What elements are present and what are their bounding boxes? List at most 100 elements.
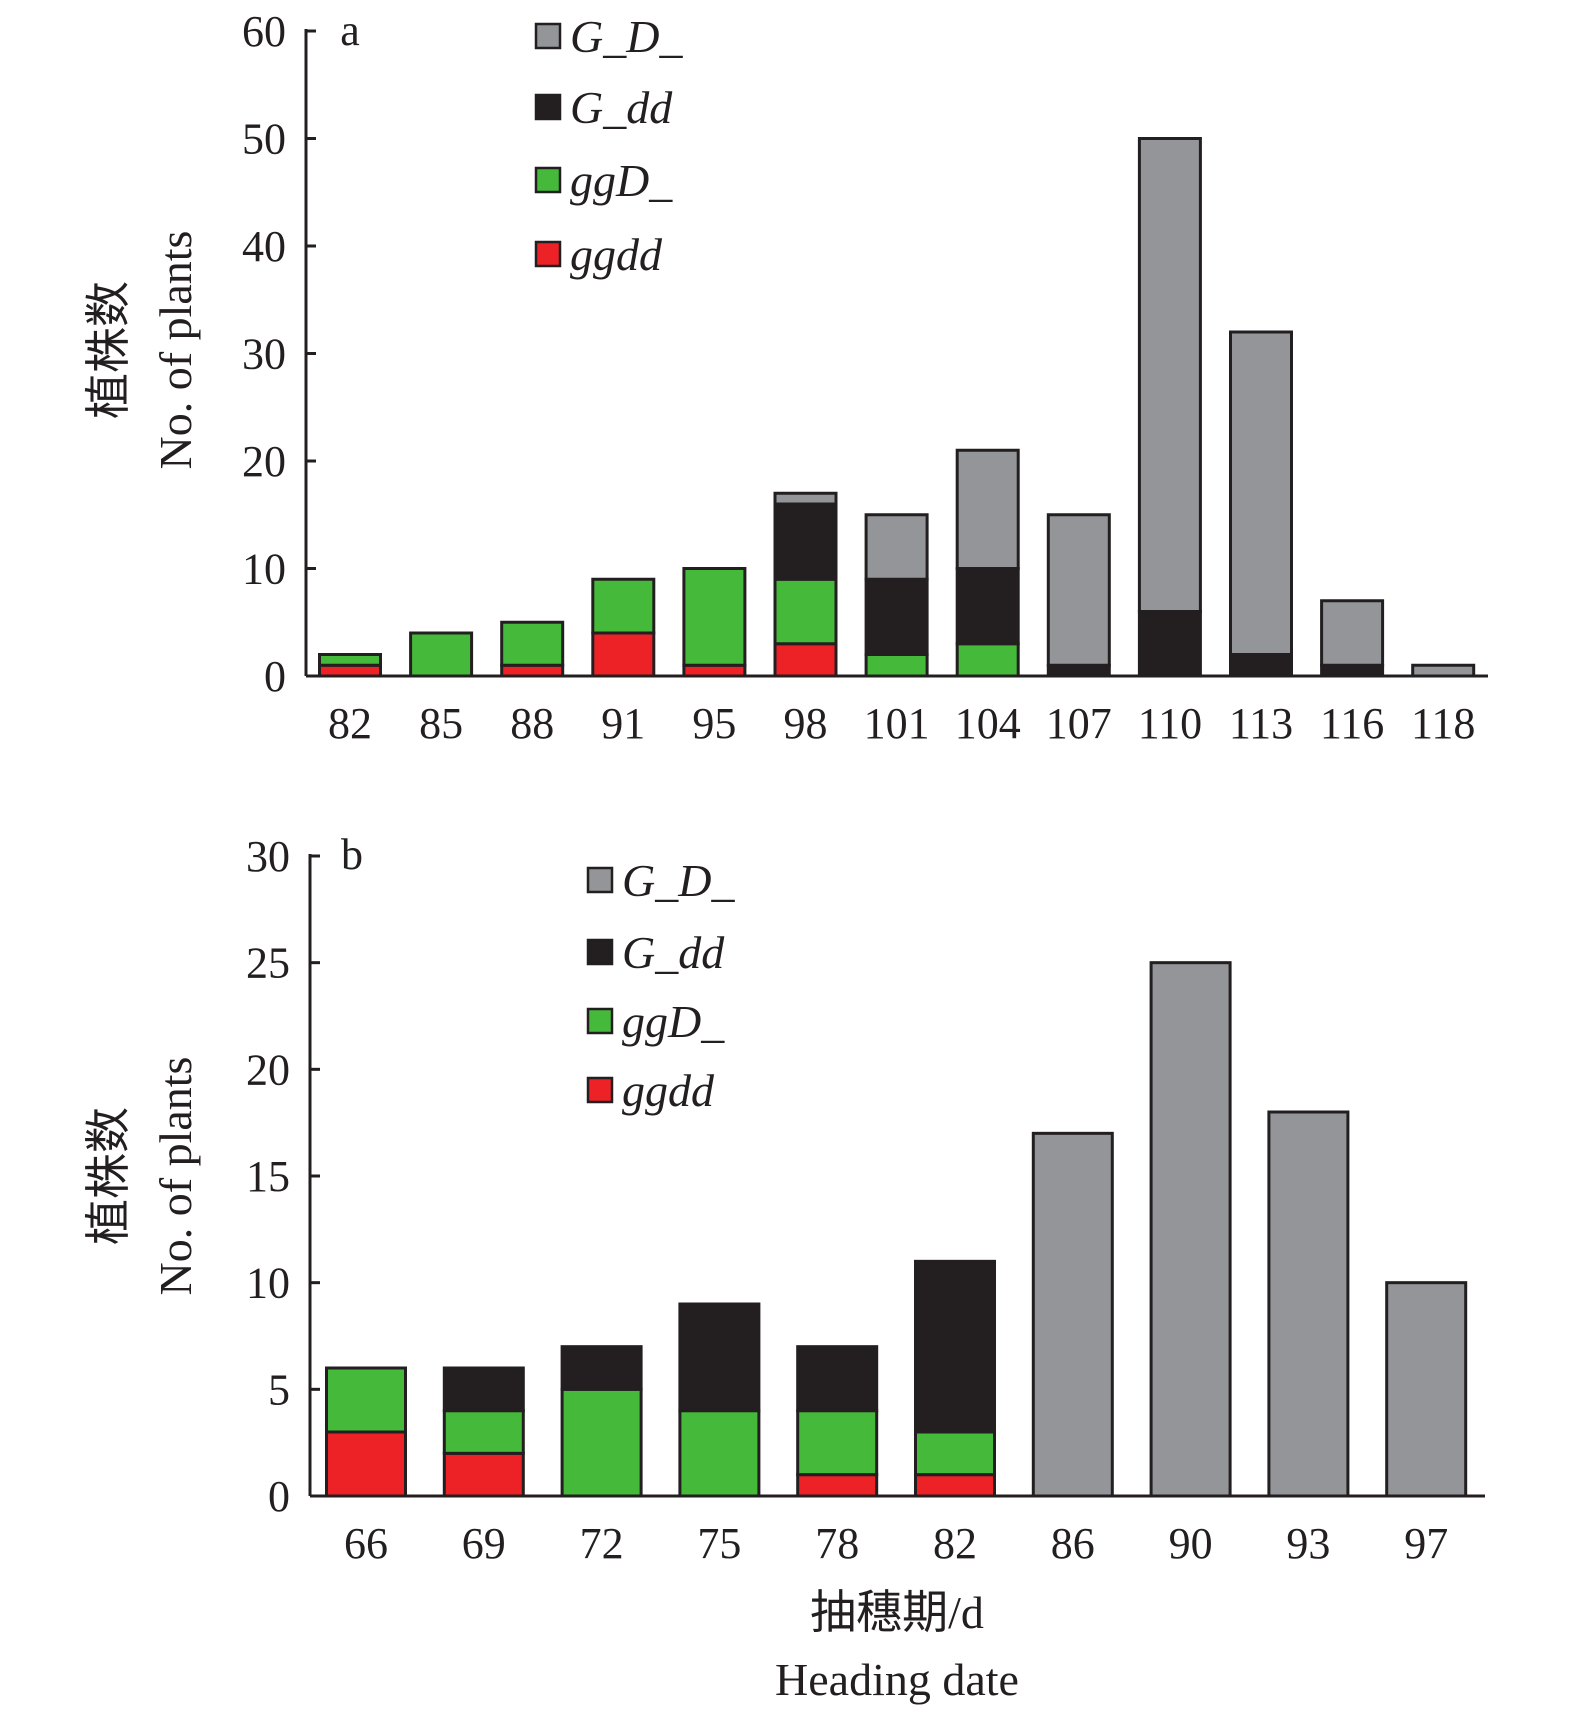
panel-label: b <box>341 830 363 879</box>
bar-stack-86 <box>1031 1131 1114 1498</box>
bar-stack-98 <box>773 491 838 678</box>
x-tick-label: 113 <box>1229 699 1293 748</box>
bar-ggdd-78 <box>796 1473 879 1498</box>
y-tick-label: 0 <box>264 652 286 701</box>
legend: G_D_ G_dd ggD_ggdd <box>534 11 683 280</box>
bar-stack-91 <box>591 577 656 678</box>
bar-G_D_-101 <box>864 513 929 581</box>
bar-G_D_-90 <box>1149 961 1232 1498</box>
bar-G_dd-107 <box>1046 663 1111 678</box>
y-axis-label-en: No. of plants <box>150 231 201 470</box>
legend-swatch-ggD_ <box>534 166 562 194</box>
bar-G_dd-69 <box>442 1366 525 1413</box>
bar-stack-78 <box>796 1345 879 1498</box>
bar-G_D_-86 <box>1031 1131 1114 1498</box>
bar-stack-95 <box>682 567 747 678</box>
bar-ggD_-101 <box>864 653 929 678</box>
legend-label-G_D_: G_D_ <box>622 855 735 906</box>
legend-label-ggD_: ggD_ <box>622 996 725 1047</box>
bar-stack-93 <box>1267 1110 1350 1498</box>
bar-ggD_-85 <box>409 631 474 678</box>
x-tick-label: 118 <box>1411 699 1475 748</box>
legend-swatch-ggdd <box>534 240 562 268</box>
bar-stack-69 <box>442 1366 525 1498</box>
x-tick-label: 85 <box>419 699 463 748</box>
x-tick-label: 66 <box>344 1519 388 1568</box>
legend-swatch-G_dd <box>534 93 562 121</box>
x-axis-label-en: Heading date <box>775 1654 1019 1705</box>
x-tick-label: 86 <box>1051 1519 1095 1568</box>
bar-stack-72 <box>560 1345 643 1498</box>
bar-stack-82 <box>914 1259 996 1498</box>
bar-ggD_-82 <box>914 1430 996 1477</box>
bar-G_dd-104 <box>955 567 1020 646</box>
bar-ggD_-88 <box>500 620 565 667</box>
y-tick-label: 0 <box>268 1472 290 1521</box>
legend-label-ggdd: ggdd <box>622 1065 715 1116</box>
y-tick-label: 20 <box>242 437 286 486</box>
bar-G_dd-82 <box>914 1259 996 1434</box>
x-tick-label: 72 <box>580 1519 624 1568</box>
y-tick-label: 60 <box>242 7 286 56</box>
bar-ggD_-69 <box>442 1409 525 1455</box>
bar-stack-66 <box>325 1366 407 1498</box>
bar-ggD_-66 <box>325 1366 407 1434</box>
panel-label: a <box>340 6 360 55</box>
legend: G_D_ G_dd ggD_ggdd <box>586 855 735 1116</box>
bar-ggD_-72 <box>560 1387 643 1498</box>
y-tick-label: 30 <box>242 330 286 379</box>
bar-stack-90 <box>1149 961 1232 1498</box>
x-tick-label: 88 <box>510 699 554 748</box>
bar-G_D_-110 <box>1137 137 1202 613</box>
x-tick-label: 110 <box>1138 699 1202 748</box>
bar-G_dd-116 <box>1320 663 1385 678</box>
legend-label-G_dd: G_dd <box>622 927 725 978</box>
bar-ggdd-66 <box>325 1430 407 1498</box>
bar-ggdd-88 <box>500 663 565 678</box>
x-tick-label: 93 <box>1286 1519 1330 1568</box>
y-tick-label: 5 <box>268 1365 290 1414</box>
y-tick-label: 20 <box>246 1045 290 1094</box>
bar-ggD_-104 <box>955 642 1020 678</box>
bar-G_dd-110 <box>1137 610 1202 678</box>
y-tick-label: 50 <box>242 115 286 164</box>
legend-label-ggdd: ggdd <box>570 229 663 280</box>
bar-ggD_-82 <box>318 653 382 667</box>
bar-ggD_-95 <box>682 567 747 667</box>
bar-G_dd-98 <box>773 502 838 581</box>
x-tick-label: 95 <box>692 699 736 748</box>
bar-G_D_-118 <box>1411 663 1476 678</box>
x-tick-label: 69 <box>462 1519 506 1568</box>
bar-stack-75 <box>678 1302 761 1498</box>
bar-stack-110 <box>1137 137 1202 678</box>
x-tick-label: 101 <box>864 699 930 748</box>
x-tick-label: 107 <box>1046 699 1112 748</box>
x-tick-label: 90 <box>1169 1519 1213 1568</box>
bar-stack-101 <box>864 513 929 678</box>
y-tick-label: 30 <box>246 832 290 881</box>
bar-stack-97 <box>1385 1281 1468 1498</box>
y-axis-label-cn: 植株数 <box>83 1107 134 1245</box>
bar-stack-85 <box>409 631 474 678</box>
bar-G_dd-78 <box>796 1345 879 1413</box>
bar-ggD_-75 <box>678 1409 761 1498</box>
bar-G_D_-113 <box>1229 330 1293 656</box>
legend-label-ggD_: ggD_ <box>570 155 673 206</box>
legend-swatch-ggdd <box>586 1076 614 1104</box>
bar-ggdd-82 <box>914 1473 996 1498</box>
x-tick-label: 104 <box>955 699 1021 748</box>
y-tick-label: 15 <box>246 1152 290 1201</box>
chart-a: 82 85 88 91 95 98 101 104 107 110 113 116 118 0 10 20 30… <box>83 6 1488 748</box>
bar-ggD_-91 <box>591 577 656 635</box>
bar-ggD_-98 <box>773 577 838 646</box>
y-tick-label: 40 <box>242 222 286 271</box>
bar-G_dd-113 <box>1229 653 1293 678</box>
y-axis-label-cn: 植株数 <box>83 281 134 419</box>
x-tick-label: 98 <box>784 699 828 748</box>
bar-G_D_-97 <box>1385 1281 1468 1498</box>
bar-stack-113 <box>1229 330 1293 678</box>
y-tick-label: 10 <box>246 1259 290 1308</box>
bar-G_D_-107 <box>1046 513 1111 667</box>
bar-G_dd-72 <box>560 1345 643 1391</box>
